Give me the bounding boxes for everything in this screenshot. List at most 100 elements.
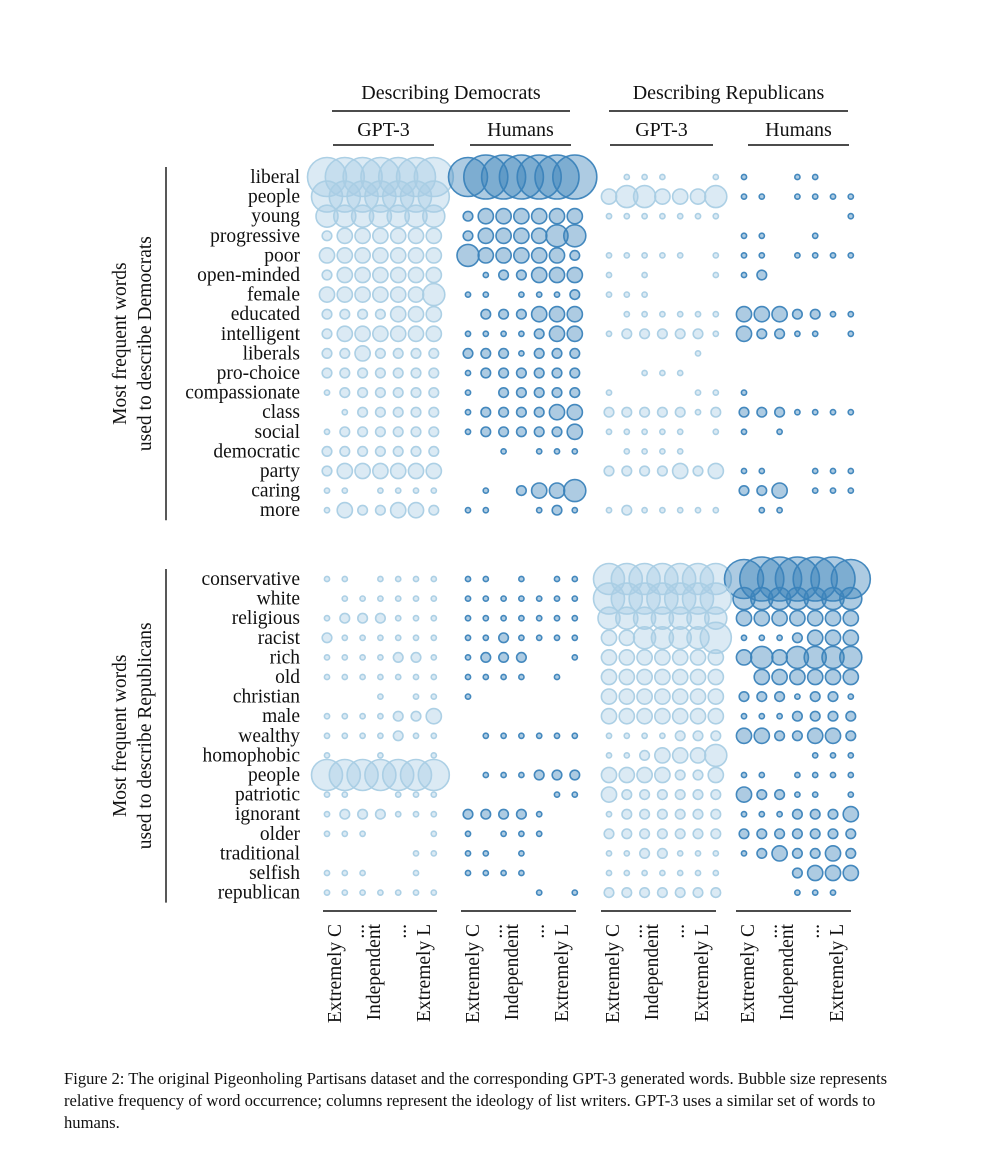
bubble — [621, 788, 633, 801]
column-label: ... — [803, 924, 824, 939]
bubble — [656, 808, 669, 820]
bubble — [412, 810, 420, 818]
bubble — [430, 791, 438, 798]
bubble — [464, 830, 472, 838]
bubble — [621, 828, 633, 840]
bubble — [354, 286, 371, 303]
bubble — [359, 889, 366, 896]
bubble — [638, 749, 651, 762]
group-title: Describing Democrats — [361, 82, 541, 104]
bubble — [341, 673, 349, 681]
bubble — [710, 730, 722, 742]
bubble — [346, 180, 379, 213]
bubble — [530, 246, 548, 264]
bubble — [659, 310, 666, 318]
bubble — [548, 246, 566, 264]
bubble — [676, 869, 684, 877]
bubble — [811, 330, 819, 338]
bubble — [597, 606, 621, 631]
bubble — [518, 575, 525, 583]
bubble — [847, 330, 855, 338]
bubble — [838, 586, 863, 611]
bubble — [654, 766, 671, 784]
bubble — [749, 586, 774, 611]
bubble — [430, 654, 438, 661]
bubble — [323, 732, 331, 740]
bubble — [425, 246, 443, 264]
bubble — [336, 266, 354, 284]
bubble — [694, 349, 702, 357]
bubble — [809, 808, 821, 820]
bubble — [428, 367, 440, 379]
bubble — [410, 387, 422, 399]
column-label: Extremely L — [414, 924, 435, 1022]
bubble — [518, 771, 525, 779]
bubble — [821, 586, 845, 611]
bubble — [650, 606, 675, 631]
bubble — [641, 869, 648, 877]
bubble — [462, 347, 474, 360]
bubble — [776, 810, 783, 818]
bubble — [638, 828, 651, 840]
bubble — [676, 447, 684, 455]
bubble — [650, 625, 675, 650]
panel-title: GPT-3 — [635, 119, 688, 141]
row-label: older — [260, 824, 301, 845]
bubble — [306, 156, 348, 198]
bubble — [621, 808, 633, 820]
figure-caption: Figure 2: The original Pigeonholing Part… — [64, 1069, 888, 1132]
bubble — [535, 830, 543, 838]
bubble — [794, 771, 801, 779]
bubble — [336, 227, 354, 245]
bubble — [399, 180, 433, 213]
bubble — [735, 649, 753, 666]
bubble — [495, 227, 512, 245]
bubble — [753, 305, 771, 323]
bubble — [518, 869, 525, 877]
bubble — [638, 847, 651, 860]
bubble — [374, 445, 387, 458]
bubble — [376, 712, 384, 720]
bubble — [656, 788, 669, 801]
bubble — [354, 462, 371, 480]
bubble — [412, 487, 420, 494]
bubble — [394, 791, 402, 798]
bubble — [571, 575, 579, 583]
bubble — [462, 210, 474, 222]
bubble — [533, 347, 545, 360]
bubble — [803, 586, 828, 611]
bubble — [518, 673, 525, 681]
bubble — [376, 634, 384, 642]
column-label: Independent — [364, 923, 385, 1020]
bubble — [482, 291, 490, 298]
bubble — [659, 428, 666, 436]
bubble — [789, 668, 806, 686]
bubble — [740, 428, 748, 436]
bubble — [428, 347, 440, 360]
bubble — [482, 771, 490, 779]
bubble — [811, 889, 819, 896]
bubble — [430, 693, 438, 700]
bubble — [389, 305, 407, 323]
bubble — [605, 271, 613, 279]
bubble — [389, 266, 407, 284]
column-label: Independent — [777, 923, 798, 1020]
bubble — [829, 408, 837, 416]
bubble — [614, 606, 639, 631]
bubble — [464, 291, 472, 298]
row-label: white — [257, 589, 300, 610]
bubble — [847, 467, 855, 475]
bubble — [428, 426, 440, 438]
row-label: homophobic — [203, 745, 301, 766]
bubble — [498, 269, 510, 281]
bubble — [518, 330, 525, 338]
column-label: ... — [348, 924, 369, 939]
bubble — [425, 462, 443, 480]
bubble — [339, 612, 351, 624]
bubble — [749, 645, 774, 670]
bubble — [603, 406, 615, 418]
bubble — [357, 426, 369, 438]
bubble — [659, 447, 666, 455]
bubble — [392, 445, 404, 458]
bubble — [341, 654, 349, 661]
